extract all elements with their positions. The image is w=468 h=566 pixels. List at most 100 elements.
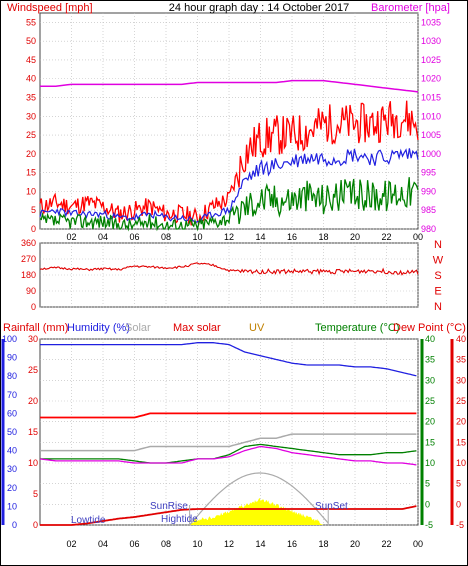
temperature-tick-label: 15 [425,437,435,447]
rainfall-line [40,505,417,526]
humidity-tick-label: 0 [12,520,17,530]
dew-point-line [39,445,417,466]
humidity-tick-label: 60 [7,408,17,418]
dew-point-axis-title: Dew Point (°C) [393,322,466,334]
climate-x-tick-label: 20 [350,539,360,549]
wind-x-tick-label: 18 [318,232,328,242]
wind-speed-line [39,177,419,232]
climate-x-tick-label: 18 [318,539,328,549]
direction-tick-label: 180 [21,270,36,280]
direction-grid [40,242,419,308]
compass-label: S [434,270,441,282]
barometer-tick-label: 1020 [421,74,441,84]
compass-label: N [434,239,442,251]
direction-tick-label: 90 [26,286,36,296]
wind-x-tick-label: 22 [381,232,391,242]
wind-direction-line [39,262,419,276]
temperature-tick-label: 5 [425,479,430,489]
humidity-line [40,342,417,377]
climate-grid [40,338,419,526]
chart-title: 24 hour graph day : 14 October 2017 [169,2,349,14]
climate-x-tick-label: 22 [381,539,391,549]
rainfall-tick-label: 5 [33,489,38,499]
barometer-tick-label: 995 [421,168,436,178]
direction-tick-label: 360 [21,238,36,248]
humidity-tick-label: 70 [7,390,17,400]
temperature-tick-label: 20 [425,417,435,427]
rainfall-tick-label: 15 [28,427,38,437]
humidity-tick-label: 100 [2,334,17,344]
temperature-tick-label: 40 [425,334,435,344]
wind-x-tick-label: 20 [350,232,360,242]
dew-point-tick-label: 35 [456,355,466,365]
temperature-tick-label: 10 [425,458,435,468]
temperature-tick-label: 30 [425,375,435,385]
rainfall-tick-label: 0 [33,520,38,530]
rainfall-axis-title: Rainfall (mm) [3,322,68,334]
dew-point-tick-label: 15 [456,437,466,447]
barometer-tick-label: 1035 [421,17,441,27]
barometer-tick-label: 1030 [421,36,441,46]
dew-point-tick-label: 20 [456,417,466,427]
windspeed-tick-label: 10 [26,186,36,196]
solar-radiation-fill [189,497,329,525]
windspeed-tick-label: 20 [26,149,36,159]
sunset-annotation: SunSet [315,501,348,512]
wind-x-tick-label: 16 [287,232,297,242]
barometer-tick-label: 980 [421,224,436,234]
humidity-tick-label: 40 [7,446,17,456]
wind-x-tick-label: 02 [66,232,76,242]
rainfall-tick-label: 25 [28,365,38,375]
climate-x-tick-label: 16 [287,539,297,549]
humidity-tick-label: 50 [7,427,17,437]
wind-x-tick-label: 12 [224,232,234,242]
wind-x-tick-label: 08 [161,232,171,242]
climate-x-tick-label: 02 [66,539,76,549]
direction-series [39,262,419,276]
wind-x-tick-label: 10 [192,232,202,242]
dew-point-tick-label: 30 [456,375,466,385]
barometer-tick-label: 985 [421,205,436,215]
barometer-tick-label: 1000 [421,149,441,159]
humidity-tick-label: 10 [7,501,17,511]
dew-point-tick-label: -5 [456,520,464,530]
climate-x-tick-label: 04 [98,539,108,549]
windspeed-tick-label: 15 [26,168,36,178]
wind-x-tick-label: 00 [413,232,423,242]
windspeed-tick-label: 0 [31,224,36,234]
dew-point-tick-label: 0 [456,499,461,509]
compass-label: W [433,255,444,267]
climate-x-tick-label: 06 [129,539,139,549]
temperature-tick-label: 35 [425,355,435,365]
compass-label: E [434,286,441,298]
windspeed-tick-label: 55 [26,17,36,27]
windspeed-tick-label: 40 [26,74,36,84]
sunrise-annotation: SunRise [150,501,188,512]
rainfall-tick-label: 10 [28,458,38,468]
barometer-axis-title: Barometer [hpa] [371,2,450,14]
windspeed-tick-label: 30 [26,111,36,121]
direction-tick-label: 0 [31,302,36,312]
temperature-line [40,443,417,464]
humidity-tick-label: 80 [7,371,17,381]
climate-axis-labels: 02 04 06 08 10 12 14 16 18 20 22 00-505101520253035… [1,334,466,549]
dew-point-tick-label: 25 [456,396,466,406]
barometer-tick-label: 990 [421,186,436,196]
rainfall-tick-label: 20 [28,396,38,406]
humidity-tick-label: 90 [7,353,17,363]
wind-series [39,79,419,232]
max-solar-curve [189,472,329,526]
windspeed-axis-title: Windspeed [mph] [7,2,93,14]
wind-average-line [39,148,419,223]
wind-axis-labels: 02 04 06 08 10 12 14 16 18 20 22 000510152025303540… [26,17,441,242]
temperature-axis-title: Temperature (°C) [315,322,399,334]
compass-label: N [434,301,442,313]
wind-x-tick-label: 14 [255,232,265,242]
wind-gust-line [39,100,419,226]
climate-series [39,342,417,526]
barometer-tick-label: 1025 [421,55,441,65]
dew-point-tick-label: 10 [456,458,466,468]
